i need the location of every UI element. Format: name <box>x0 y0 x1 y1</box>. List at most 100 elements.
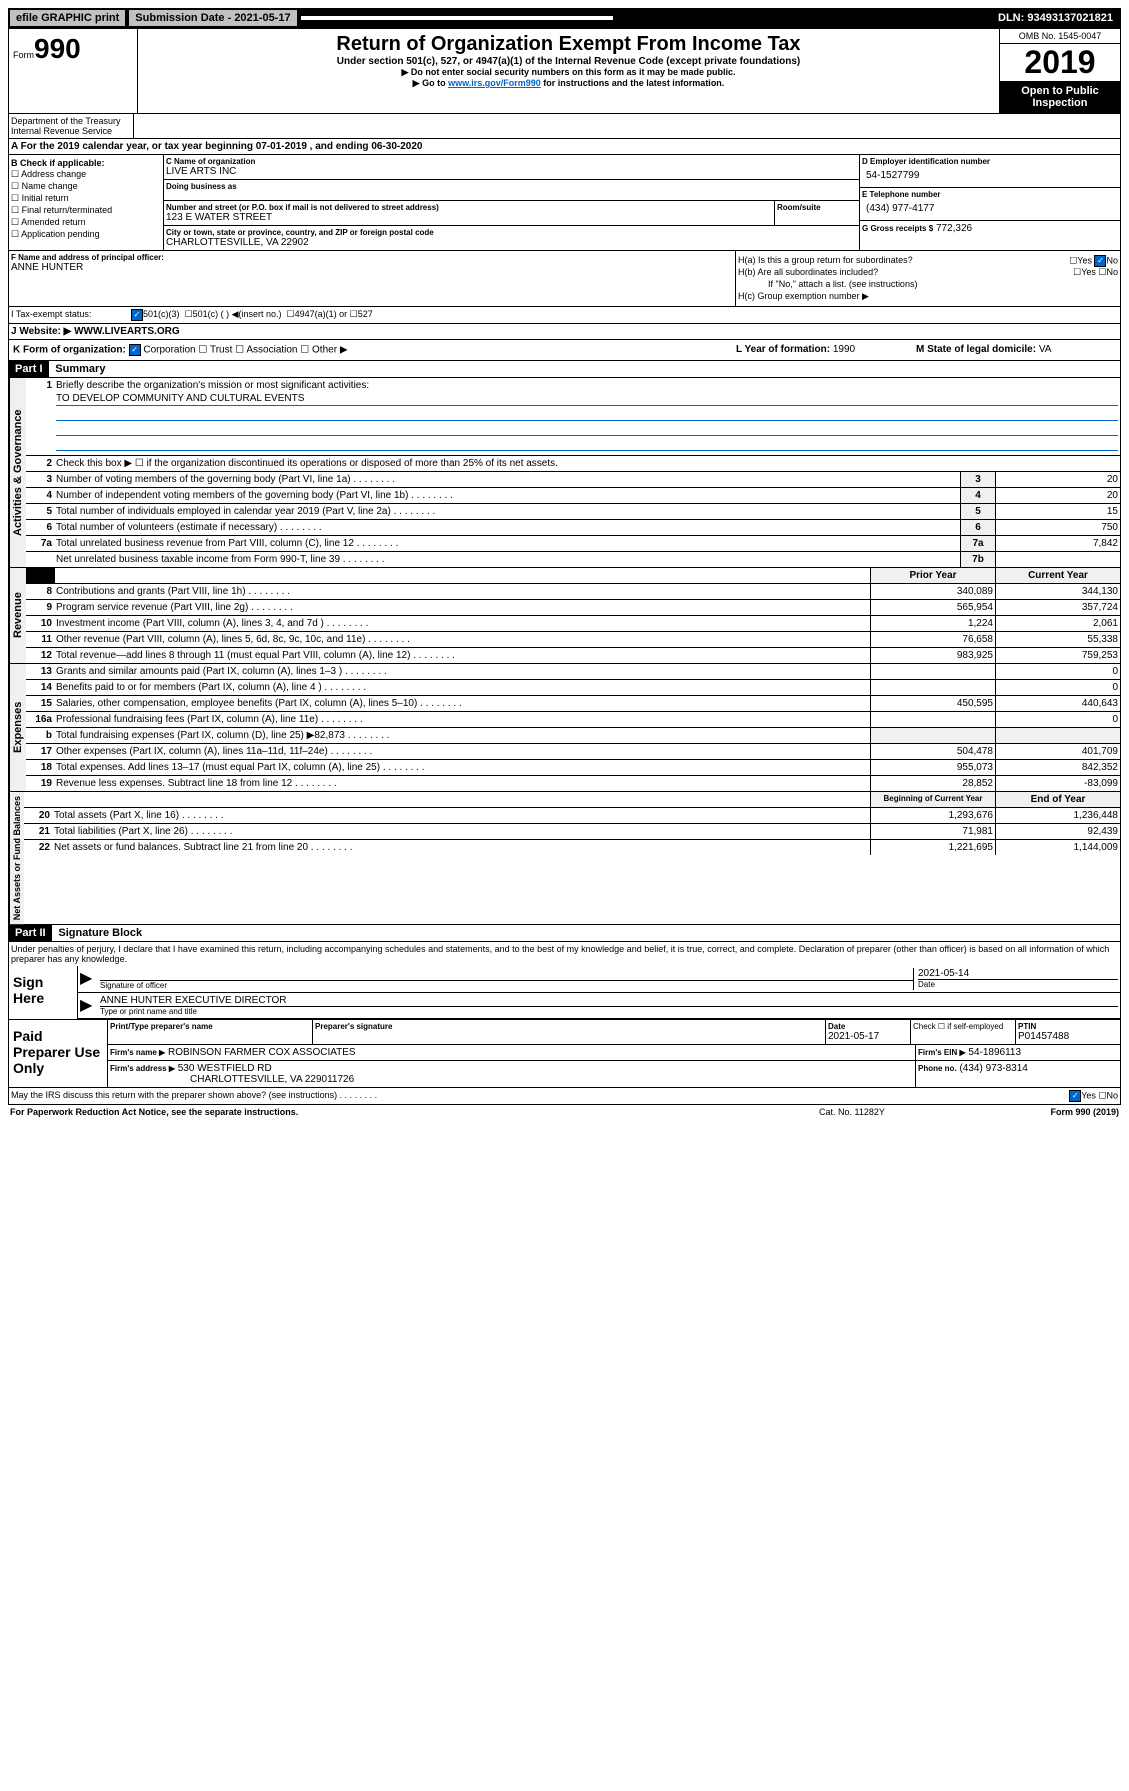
form-number-box: Form990 <box>9 29 138 113</box>
blank-field <box>301 16 613 20</box>
table-row: 10Investment income (Part VIII, column (… <box>26 616 1120 632</box>
sign-here-label: Sign Here <box>9 966 78 1019</box>
discuss-answer: ✓Yes ☐No <box>1069 1090 1118 1102</box>
dba-box: Doing business as <box>164 180 859 201</box>
dln-label: DLN: 93493137021821 <box>992 10 1119 26</box>
sig-intro: Under penalties of perjury, I declare th… <box>9 942 1120 966</box>
expenses-content: 13Grants and similar amounts paid (Part … <box>26 664 1120 791</box>
year-box: OMB No. 1545-0047 2019 Open to Public In… <box>999 29 1120 113</box>
right-col: D Employer identification number 54-1527… <box>859 155 1120 250</box>
phone-value: (434) 977-4177 <box>862 199 1118 218</box>
part1-header: Part I <box>9 361 49 377</box>
city-box: City or town, state or province, country… <box>164 226 859 250</box>
form990-link[interactable]: www.irs.gov/Form990 <box>448 78 541 88</box>
bottom-row: For Paperwork Reduction Act Notice, see … <box>8 1105 1121 1119</box>
topbar: efile GRAPHIC print Submission Date - 20… <box>8 8 1121 28</box>
table-row: bTotal fundraising expenses (Part IX, co… <box>26 728 1120 744</box>
part1-title: Summary <box>51 361 109 377</box>
check-label: B Check if applicable: <box>11 158 161 168</box>
netassets-section: Net Assets or Fund Balances Beginning of… <box>8 792 1121 925</box>
part2-title: Signature Block <box>54 925 146 941</box>
form-org-left: K Form of organization: ✓ Corporation ☐ … <box>13 344 736 356</box>
form-990: 990 <box>34 33 81 64</box>
governance-content: 1 Briefly describe the organization's mi… <box>26 378 1120 567</box>
sign-here-row: Sign Here ▶ Signature of officer 2021-05… <box>9 966 1120 1019</box>
name-address-col: C Name of organization LIVE ARTS INC Doi… <box>164 155 859 250</box>
dept-row: Department of the Treasury Internal Reve… <box>8 114 1121 139</box>
submission-date: Submission Date - 2021-05-17 <box>129 10 296 26</box>
title-box: Return of Organization Exempt From Incom… <box>138 29 999 113</box>
h-b-note: If "No," attach a list. (see instruction… <box>738 279 1118 289</box>
check-name: ☐ Name change <box>11 181 161 192</box>
city-value: CHARLOTTESVILLE, VA 22902 <box>166 237 857 248</box>
street-value: 123 E WATER STREET <box>166 212 772 223</box>
instr1: ▶ Do not enter social security numbers o… <box>142 67 995 78</box>
dept-label: Department of the Treasury Internal Reve… <box>9 114 134 138</box>
h-b: H(b) Are all subordinates included? ☐Yes… <box>738 267 1118 277</box>
subtitle: Under section 501(c), 527, or 4947(a)(1)… <box>142 56 995 67</box>
governance-section: Activities & Governance 1 Briefly descri… <box>8 378 1121 568</box>
table-row: 13Grants and similar amounts paid (Part … <box>26 664 1120 680</box>
table-row: 15Salaries, other compensation, employee… <box>26 696 1120 712</box>
checkboxes-col: B Check if applicable: ☐ Address change … <box>9 155 164 250</box>
expenses-label: Expenses <box>9 664 26 791</box>
gross-box: G Gross receipts $ 772,326 <box>860 221 1120 236</box>
part1-header-row: Part I Summary <box>8 361 1121 378</box>
table-row: 9Program service revenue (Part VIII, lin… <box>26 600 1120 616</box>
efile-button[interactable]: efile GRAPHIC print <box>10 10 125 26</box>
name-field: ANNE HUNTER EXECUTIVE DIRECTOR Type or p… <box>100 995 1118 1016</box>
phone-box: E Telephone number (434) 977-4177 <box>860 188 1120 221</box>
table-row: 21Total liabilities (Part X, line 26)71,… <box>24 824 1120 840</box>
corp-check: ✓ <box>129 344 141 356</box>
mission-text: TO DEVELOP COMMUNITY AND CULTURAL EVENTS <box>56 393 1118 406</box>
table-row: 8Contributions and grants (Part VIII, li… <box>26 584 1120 600</box>
501c3-check: ✓ <box>131 309 143 321</box>
website-row: J Website: ▶ WWW.LIVEARTS.ORG <box>8 324 1121 340</box>
ein-box: D Employer identification number 54-1527… <box>860 155 1120 188</box>
room-box: Room/suite <box>775 201 859 225</box>
check-address: ☐ Address change <box>11 169 161 180</box>
expenses-section: Expenses 13Grants and similar amounts pa… <box>8 664 1121 792</box>
table-row: 20Total assets (Part X, line 16)1,293,67… <box>24 808 1120 824</box>
org-name: LIVE ARTS INC <box>166 166 857 177</box>
arrow-icon: ▶ <box>80 995 100 1016</box>
section-b: B Check if applicable: ☐ Address change … <box>8 155 1121 251</box>
form-header: Form990 Return of Organization Exempt Fr… <box>8 28 1121 114</box>
preparer-row: Paid Preparer Use Only Print/Type prepar… <box>8 1020 1121 1088</box>
table-row: 14Benefits paid to or for members (Part … <box>26 680 1120 696</box>
sign-content: ▶ Signature of officer 2021-05-14 Date ▶… <box>78 966 1120 1019</box>
check-amended: ☐ Amended return <box>11 217 161 228</box>
h-c: H(c) Group exemption number ▶ <box>738 291 1118 302</box>
street-row: Number and street (or P.O. box if mail i… <box>164 201 859 226</box>
street-box: Number and street (or P.O. box if mail i… <box>164 201 775 225</box>
mission-box: Briefly describe the organization's miss… <box>54 378 1120 455</box>
revenue-content: b Prior Year Current Year 8Contributions… <box>26 568 1120 663</box>
table-row: 18Total expenses. Add lines 13–17 (must … <box>26 760 1120 776</box>
signature-block: Under penalties of perjury, I declare th… <box>8 942 1121 1020</box>
sig-date: 2021-05-14 Date <box>913 968 1118 990</box>
main-title: Return of Organization Exempt From Incom… <box>142 33 995 56</box>
table-row: 19Revenue less expenses. Subtract line 1… <box>26 776 1120 791</box>
org-name-box: C Name of organization LIVE ARTS INC <box>164 155 859 180</box>
governance-label: Activities & Governance <box>9 378 26 567</box>
tax-year-row: A For the 2019 calendar year, or tax yea… <box>8 139 1121 155</box>
instr2: ▶ Go to www.irs.gov/Form990 for instruct… <box>142 78 995 89</box>
revenue-label: Revenue <box>9 568 26 663</box>
arrow-icon: ▶ <box>80 968 100 990</box>
gross-value: 772,326 <box>936 223 972 234</box>
officer-box: F Name and address of principal officer:… <box>9 251 735 306</box>
form-prefix: Form <box>13 50 34 60</box>
omb-number: OMB No. 1545-0047 <box>1000 29 1120 44</box>
form-org-row: K Form of organization: ✓ Corporation ☐ … <box>8 340 1121 361</box>
revenue-section: Revenue b Prior Year Current Year 8Contr… <box>8 568 1121 664</box>
netassets-label: Net Assets or Fund Balances <box>9 792 24 924</box>
check-initial: ☐ Initial return <box>11 193 161 204</box>
table-row: 12Total revenue—add lines 8 through 11 (… <box>26 648 1120 663</box>
check-pending: ☐ Application pending <box>11 229 161 240</box>
officer-row: F Name and address of principal officer:… <box>8 251 1121 307</box>
netassets-content: Beginning of Current Year End of Year 20… <box>24 792 1120 924</box>
tax-status-row: I Tax-exempt status: ✓ 501(c)(3) ☐ 501(c… <box>8 307 1121 324</box>
tax-year: 2019 <box>1000 44 1120 81</box>
table-row: 22Net assets or fund balances. Subtract … <box>24 840 1120 855</box>
preparer-label: Paid Preparer Use Only <box>9 1020 108 1087</box>
